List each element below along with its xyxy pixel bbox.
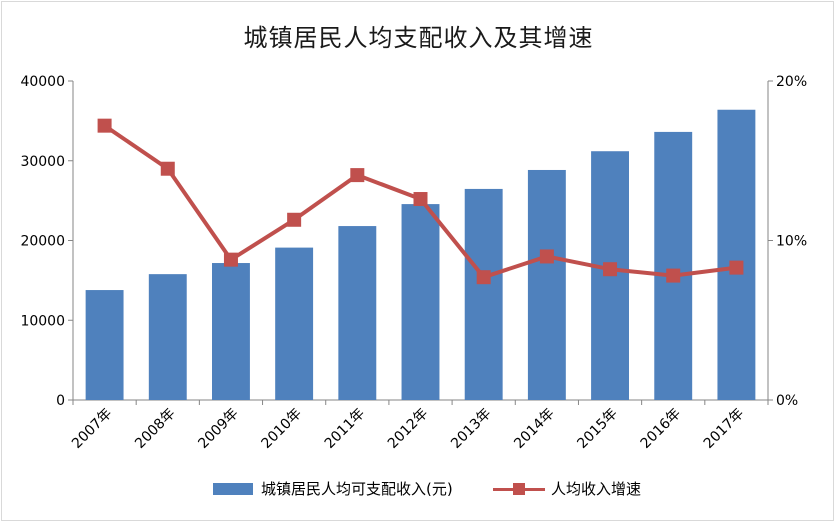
x-tick-label: 2017年 bbox=[701, 406, 747, 452]
x-tick-label: 2014年 bbox=[511, 406, 557, 452]
growth-marker bbox=[287, 212, 302, 227]
legend-line-swatch bbox=[493, 482, 545, 496]
x-tick-label: 2012年 bbox=[385, 406, 431, 452]
growth-marker bbox=[539, 249, 554, 264]
growth-marker bbox=[413, 192, 428, 207]
income-bar bbox=[527, 169, 566, 400]
y-left-tick-label: 30000 bbox=[20, 154, 65, 170]
income-bar bbox=[464, 188, 503, 400]
x-tick-label: 2016年 bbox=[638, 406, 684, 452]
legend-bar-swatch bbox=[213, 482, 253, 495]
y-left-tick-label: 40000 bbox=[20, 74, 65, 90]
income-bar bbox=[401, 204, 440, 400]
x-tick-label: 2008年 bbox=[132, 406, 178, 452]
growth-marker bbox=[603, 262, 618, 277]
chart-title: 城镇居民人均支配收入及其增速 bbox=[243, 24, 594, 52]
y-right-tick-label: 10% bbox=[776, 234, 807, 250]
income-bar bbox=[654, 131, 693, 400]
x-tick-label: 2015年 bbox=[574, 406, 620, 452]
x-tick-label: 2011年 bbox=[322, 406, 368, 452]
legend-line-label: 人均收入增速 bbox=[551, 480, 642, 498]
x-tick-label: 2013年 bbox=[448, 406, 494, 452]
x-tick-label: 2007年 bbox=[69, 406, 115, 452]
growth-marker bbox=[476, 270, 491, 285]
income-bar bbox=[85, 290, 124, 400]
y-left-tick-label: 10000 bbox=[20, 313, 65, 329]
growth-marker bbox=[350, 168, 365, 183]
legend-line-entry: 人均收入增速 bbox=[493, 478, 641, 499]
income-bar bbox=[338, 226, 377, 400]
income-bar bbox=[717, 109, 756, 401]
income-bar bbox=[148, 274, 187, 400]
y-left-tick-label: 20000 bbox=[20, 234, 65, 250]
x-tick-label: 2010年 bbox=[259, 406, 305, 452]
legend-bar-label: 城镇居民人均可支配收入(元) bbox=[261, 480, 453, 498]
income-bar bbox=[212, 263, 250, 400]
legend-bar-entry: 城镇居民人均可支配收入(元) bbox=[213, 478, 453, 499]
growth-marker bbox=[160, 161, 175, 176]
income-bar bbox=[275, 247, 314, 400]
y-right-tick-label: 20% bbox=[776, 74, 807, 90]
x-tick-label: 2009年 bbox=[195, 406, 241, 452]
y-left-tick-label: 0 bbox=[56, 393, 65, 409]
growth-marker bbox=[666, 268, 681, 283]
growth-marker bbox=[223, 252, 238, 267]
growth-marker bbox=[729, 260, 744, 275]
y-right-tick-label: 0% bbox=[776, 393, 798, 409]
growth-marker bbox=[97, 118, 112, 133]
